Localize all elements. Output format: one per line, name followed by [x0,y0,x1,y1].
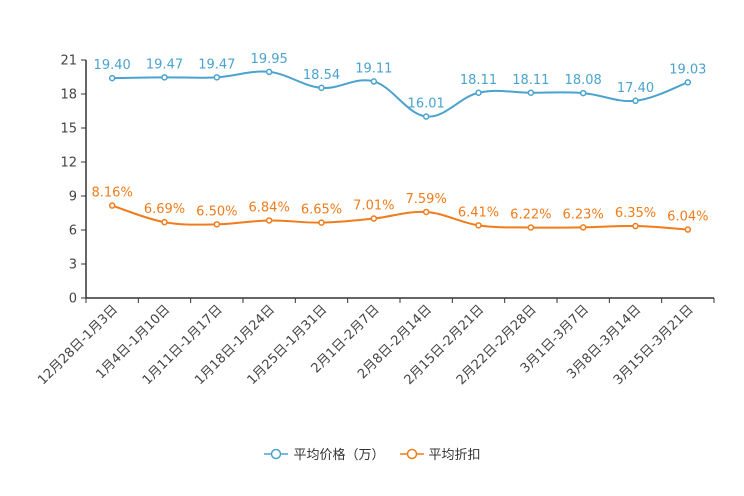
data-point [108,202,116,209]
data-label: 18.08 [565,73,602,88]
data-label: 6.84% [249,200,290,215]
data-point [370,78,378,85]
legend-discount-label: 平均折扣 [428,448,481,463]
legend-item-discount[interactable]: 平均折扣 [399,444,481,463]
data-point [579,224,587,231]
data-label: 19.95 [251,52,288,67]
data-label: 6.41% [458,205,499,220]
data-label: 19.40 [94,58,131,73]
data-point [527,89,535,97]
data-point [422,113,430,120]
data-label: 19.47 [198,57,235,72]
legend-item-price[interactable]: 平均价格（万） [263,444,385,463]
data-point [213,74,221,81]
data-point [632,222,639,230]
data-label: 6.50% [196,204,237,219]
y-tick-label: 21 [60,54,77,69]
data-point [632,97,639,105]
data-label: 18.11 [512,73,549,88]
data-label: 18.11 [460,73,497,88]
data-point [370,215,378,222]
data-point [265,217,273,224]
data-point [161,218,168,226]
series-line-discount [111,204,688,231]
data-label: 7.59% [406,192,447,207]
data-point [318,84,325,92]
legend-discount-line-icon [399,448,424,459]
data-point [684,79,692,86]
y-tick-label: 9 [69,190,77,205]
data-label: 8.16% [92,186,133,201]
y-tick-label: 3 [69,258,77,273]
y-tick-label: 12 [60,156,77,171]
y-tick-label: 18 [60,88,77,103]
data-label: 7.01% [353,199,394,214]
legend-price-line-icon [264,448,289,459]
data-point [161,74,168,81]
data-point [579,89,587,97]
data-point [318,219,325,226]
data-point [475,89,482,97]
data-point [527,224,535,231]
data-point [213,221,221,228]
data-label: 6.35% [615,206,656,221]
legend-price-label: 平均价格（万） [293,448,385,463]
data-label: 6.22% [510,208,551,223]
chart-legend: 平均价格（万） 平均折扣 [0,444,744,463]
data-label: 17.40 [617,81,654,96]
data-label: 19.03 [669,62,706,77]
data-point [684,226,692,233]
data-label: 6.69% [144,202,185,217]
data-label: 19.47 [146,57,183,72]
data-label: 19.11 [355,61,392,76]
y-tick-label: 6 [69,224,77,239]
data-label: 16.01 [408,97,445,112]
y-tick-label: 0 [69,292,77,307]
data-label: 18.54 [303,68,340,83]
data-point [265,68,273,76]
data-point [422,208,430,216]
data-label: 6.04% [667,210,708,225]
line-chart: 03691215182112月28日-1月3日1月4日-1月10日1月11日-1… [35,52,715,388]
data-label: 6.23% [563,207,604,222]
y-tick-label: 15 [60,122,77,137]
data-point [475,222,482,229]
data-point [108,74,116,82]
data-label: 6.65% [301,203,342,218]
